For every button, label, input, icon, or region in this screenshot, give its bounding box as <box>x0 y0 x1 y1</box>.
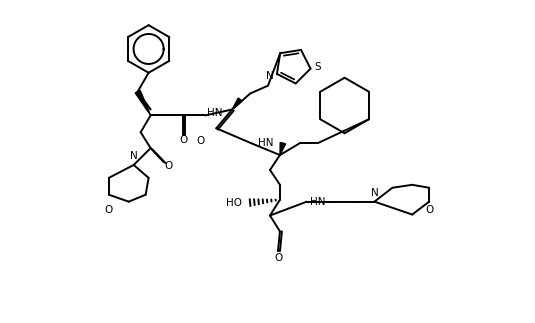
Text: O: O <box>164 161 173 171</box>
Text: O: O <box>275 253 283 263</box>
Text: O: O <box>196 136 204 146</box>
Text: N: N <box>371 188 378 198</box>
Text: N: N <box>130 151 137 161</box>
Text: O: O <box>179 135 188 145</box>
Text: O: O <box>105 205 113 214</box>
Text: HN: HN <box>258 138 273 148</box>
Text: N: N <box>266 71 274 81</box>
Text: O: O <box>425 205 433 214</box>
Polygon shape <box>232 98 242 109</box>
Text: HN: HN <box>310 197 325 207</box>
Text: S: S <box>314 62 321 72</box>
Polygon shape <box>135 90 151 115</box>
Text: HO: HO <box>226 198 242 208</box>
Text: HN: HN <box>208 109 223 119</box>
Polygon shape <box>280 142 286 155</box>
